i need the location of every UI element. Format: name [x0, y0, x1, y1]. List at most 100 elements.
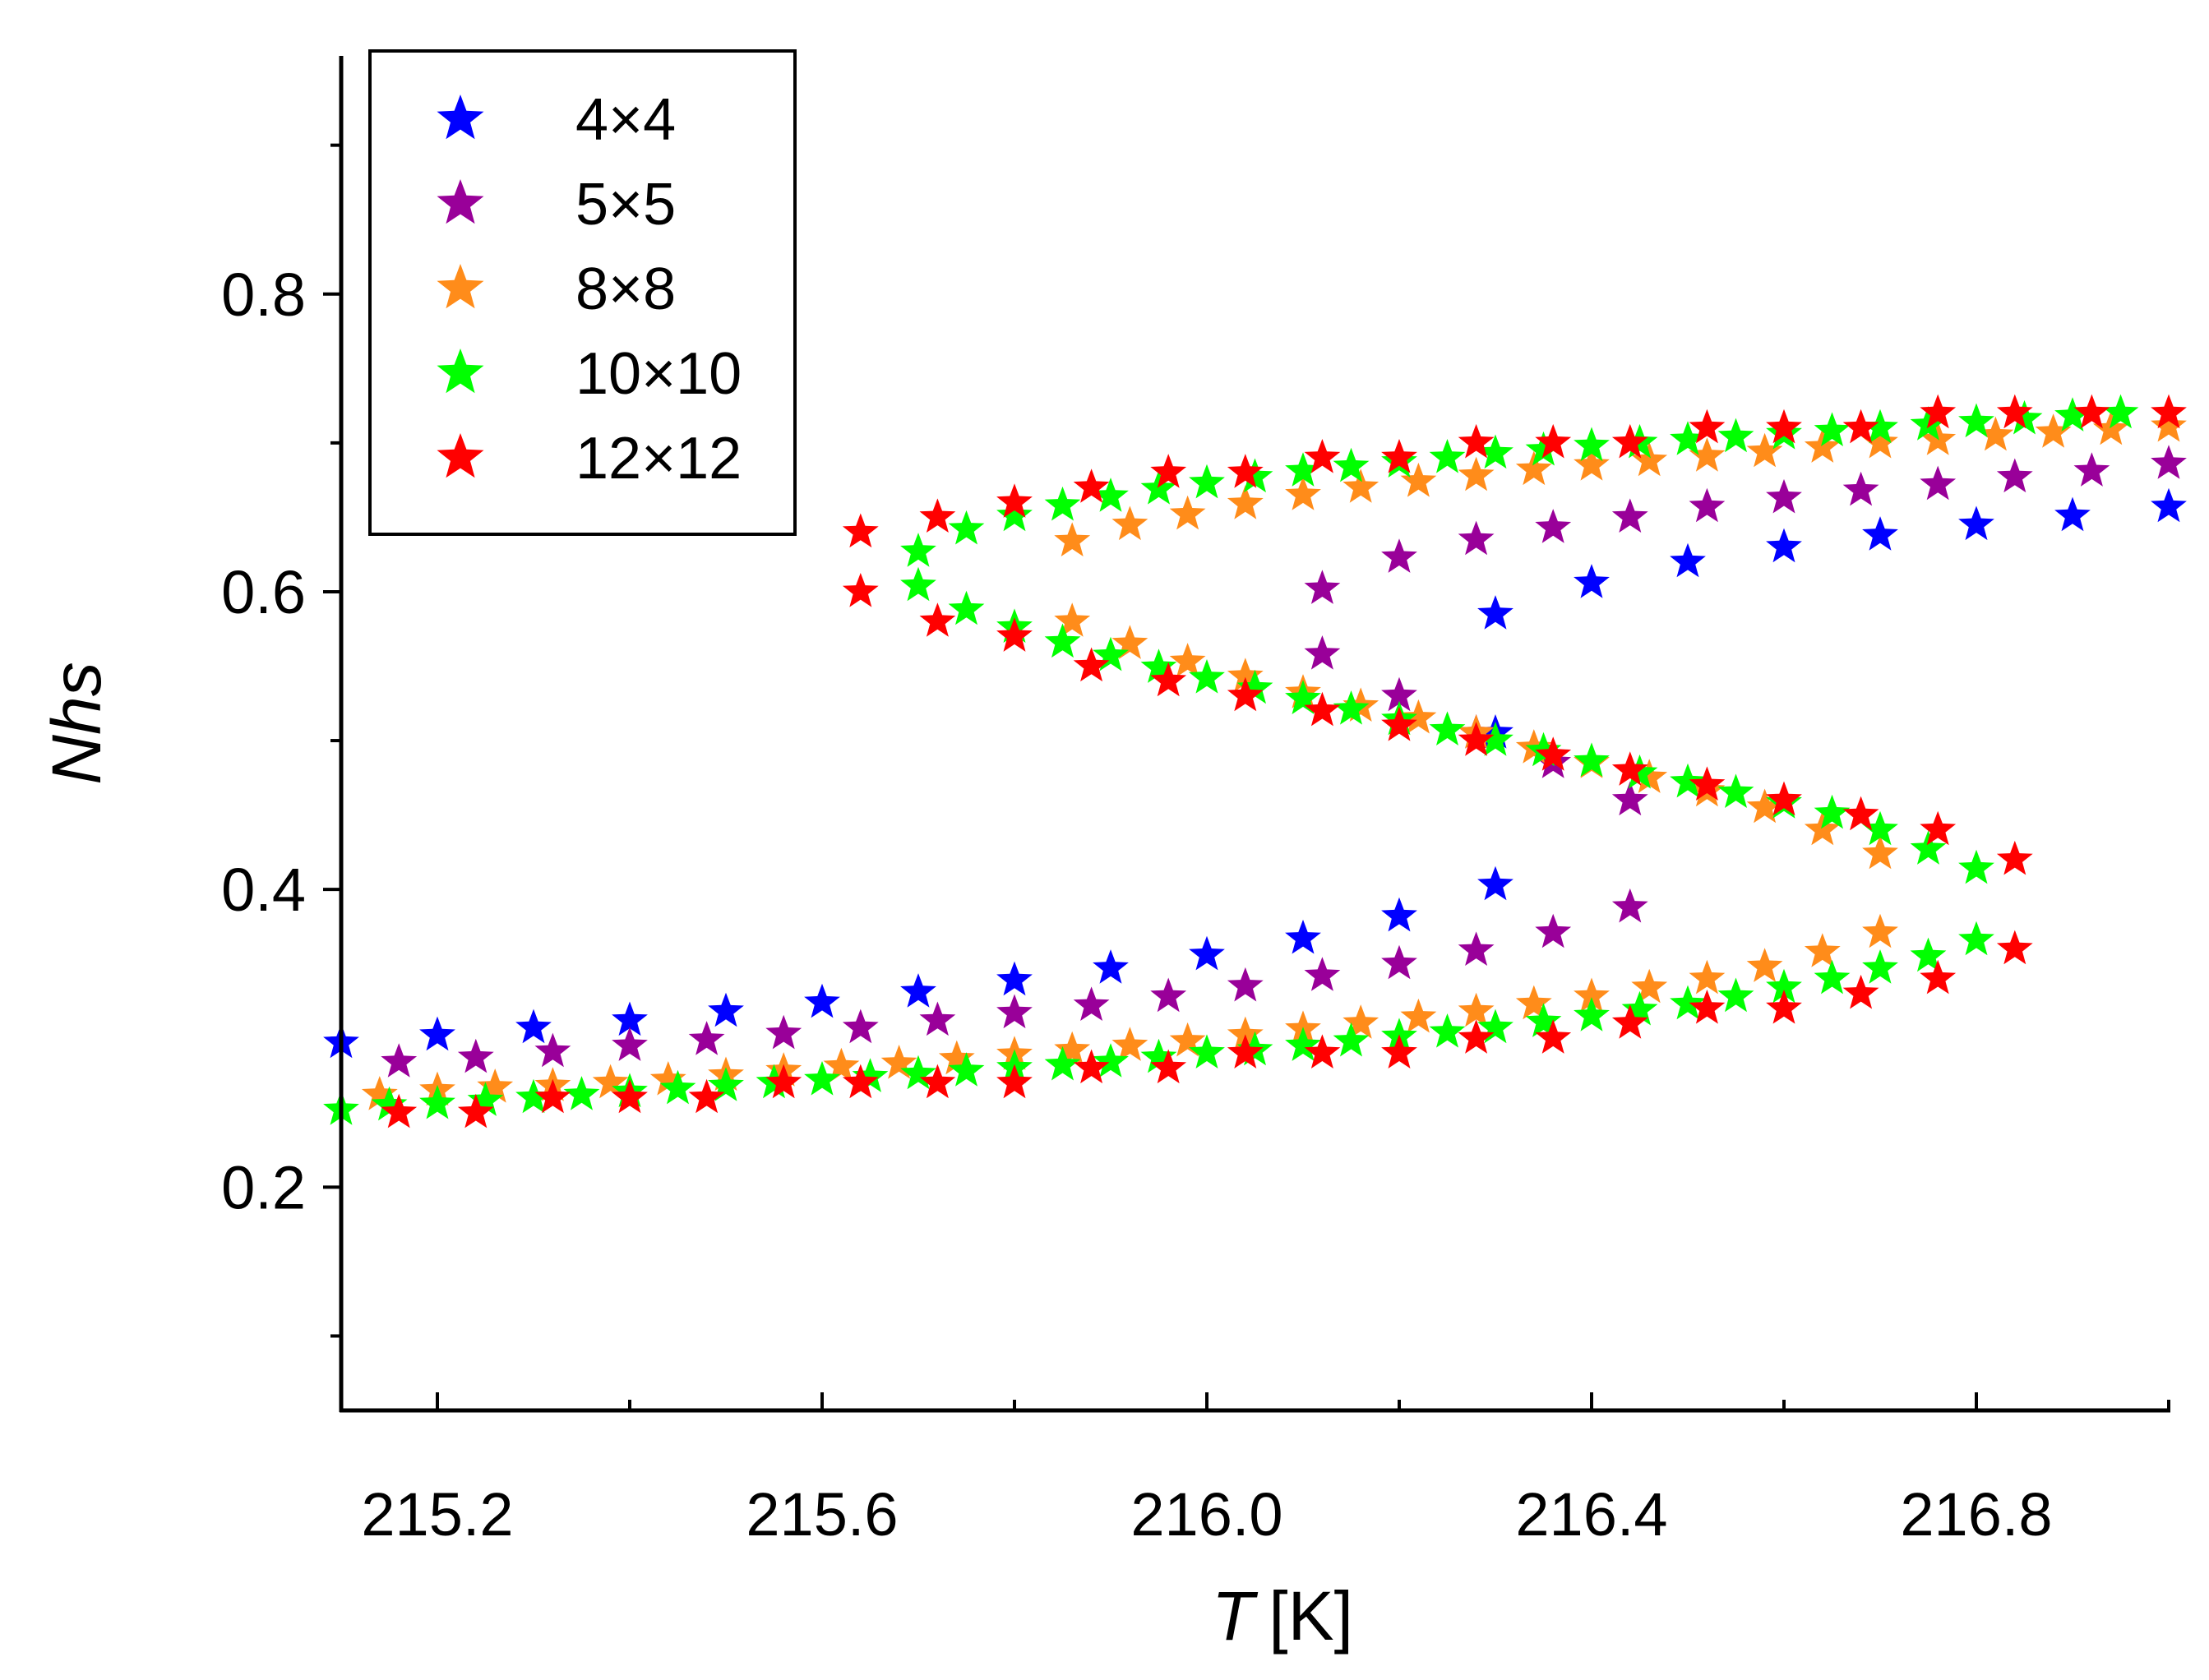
data-point: [1958, 921, 1994, 956]
y-tick-label: 0.4: [221, 856, 306, 924]
data-point: [1381, 1034, 1417, 1068]
x-tick-label: 215.2: [361, 1480, 513, 1548]
data-point: [1689, 990, 1726, 1024]
data-point: [1997, 930, 2033, 965]
data-point: [1535, 914, 1571, 948]
data-point: [1285, 920, 1321, 954]
y-axis-title: Nhs: [38, 662, 115, 784]
data-point: [1574, 742, 1610, 777]
data-point: [1150, 978, 1186, 1013]
data-point: [1458, 521, 1495, 556]
data-point: [1430, 439, 1466, 473]
data-point: [1911, 938, 1947, 972]
legend-label: 10×10: [575, 341, 742, 407]
data-point: [1574, 564, 1610, 598]
data-point: [1612, 498, 1648, 533]
data-point: [1054, 522, 1090, 556]
data-point: [1766, 990, 1802, 1024]
data-point: [2074, 452, 2110, 487]
y-tick-label: 0.6: [221, 558, 306, 626]
data-point: [1381, 707, 1417, 741]
data-point: [843, 514, 879, 548]
data-point: [1305, 635, 1341, 670]
data-point: [1381, 538, 1417, 573]
data-point: [1458, 931, 1495, 966]
data-point: [900, 533, 936, 567]
data-point: [1430, 711, 1466, 745]
data-point: [1381, 898, 1417, 932]
data-point: [920, 602, 956, 637]
data-point: [1189, 936, 1225, 971]
data-point: [689, 1021, 725, 1055]
data-point: [765, 1015, 802, 1050]
data-point: [1535, 509, 1571, 543]
y-tick-label: 0.8: [221, 261, 306, 329]
data-point: [949, 510, 985, 545]
data-point: [2054, 497, 2091, 532]
data-point: [1718, 978, 1754, 1013]
data-point: [1766, 479, 1802, 514]
data-point: [1805, 933, 1841, 967]
data-point: [458, 1039, 494, 1073]
data-point: [1093, 949, 1129, 984]
legend-label: 8×8: [575, 256, 676, 322]
data-point: [996, 995, 1033, 1029]
data-point: [1766, 528, 1802, 563]
data-point: [1227, 967, 1264, 1002]
data-point: [900, 567, 936, 602]
data-point: [419, 1017, 455, 1051]
legend: 4×45×58×810×1012×12: [370, 51, 795, 534]
data-point: [1305, 570, 1341, 604]
x-tick-label: 215.6: [746, 1480, 898, 1548]
series-1: [381, 445, 2187, 1078]
data-point: [1045, 487, 1081, 521]
data-point: [1958, 850, 1994, 884]
x-tick-label: 216.8: [1900, 1480, 2052, 1548]
data-point: [2151, 488, 2187, 523]
data-point: [708, 993, 744, 1027]
data-point: [1477, 866, 1513, 901]
x-tick-label: 216.4: [1515, 1480, 1667, 1548]
data-point: [612, 1027, 648, 1061]
data-point: [515, 1009, 552, 1044]
data-point: [2151, 445, 2187, 479]
data-point: [1430, 1013, 1466, 1048]
y-tick-label: 0.2: [221, 1153, 306, 1221]
data-point: [1689, 488, 1726, 523]
data-point: [1381, 945, 1417, 980]
data-point: [1631, 969, 1667, 1004]
data-point: [1112, 506, 1148, 541]
data-point: [1305, 957, 1341, 991]
data-point: [381, 1043, 417, 1078]
data-point: [419, 1085, 455, 1119]
data-point: [1189, 464, 1225, 499]
data-point: [843, 573, 879, 607]
data-point: [1477, 595, 1513, 630]
legend-label: 4×4: [575, 87, 676, 153]
data-point: [1074, 986, 1110, 1021]
data-point: [843, 1009, 879, 1044]
data-point: [996, 1064, 1033, 1099]
data-point: [1285, 476, 1321, 510]
data-point: [1689, 960, 1726, 995]
data-point: [1670, 543, 1706, 578]
data-point: [900, 973, 936, 1008]
data-point: [1862, 949, 1898, 984]
data-point: [920, 498, 956, 533]
data-point: [1612, 888, 1648, 923]
data-point: [1574, 997, 1610, 1032]
data-point: [1862, 516, 1898, 551]
data-point: [1747, 948, 1783, 982]
data-point: [996, 962, 1033, 996]
data-point: [1920, 466, 1956, 501]
series-0: [323, 488, 2187, 1059]
data-point: [1997, 459, 2033, 493]
data-point: [1862, 914, 1898, 948]
data-point: [1958, 506, 1994, 541]
data-point: [1843, 472, 1879, 506]
data-point: [1997, 841, 2033, 875]
data-point: [920, 1002, 956, 1036]
scatter-chart: 215.2 215.6 216.0 216.4 216.8 0.2 0.4 0.6 0.8 T[…: [0, 0, 2209, 1680]
x-tick-label: 216.0: [1130, 1480, 1282, 1548]
x-axis-title: T [K]: [1212, 1577, 1353, 1655]
